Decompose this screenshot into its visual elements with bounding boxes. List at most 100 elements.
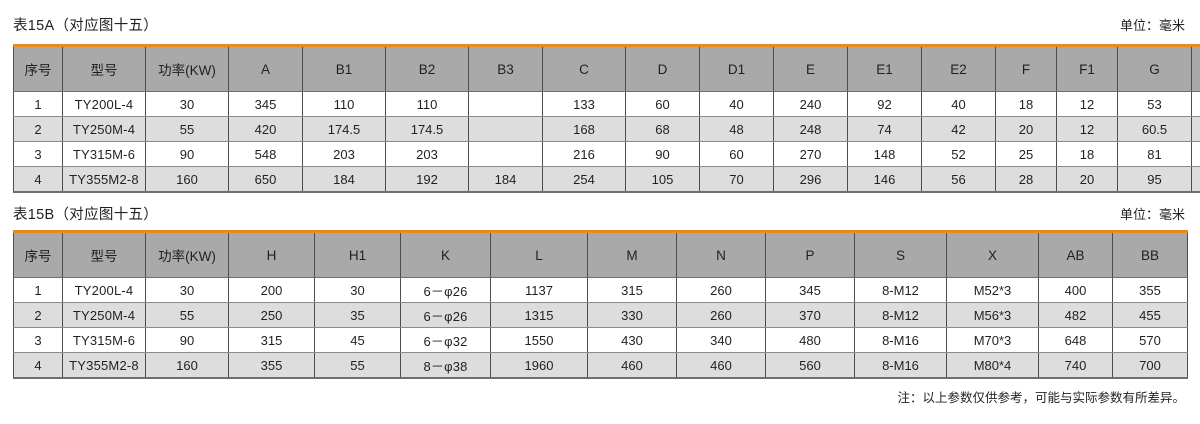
column-header-D: D — [625, 45, 700, 92]
table-b-caption-row: 表15B（对应图十五） 单位：毫米 — [13, 200, 1187, 230]
cell-功率(KW): 160 — [145, 166, 229, 193]
column-header-X: X — [946, 231, 1039, 278]
cell-X: M80*4 — [946, 352, 1039, 379]
cell-X: M52*3 — [946, 277, 1039, 303]
cell-N: 260 — [676, 302, 766, 328]
cell-型号: TY315M-6 — [62, 327, 146, 353]
column-header-B3: B3 — [468, 45, 543, 92]
cell-A: 420 — [228, 116, 303, 142]
cell-AB: 740 — [1038, 352, 1113, 379]
cell-BB: 700 — [1112, 352, 1188, 379]
column-header-序号: 序号 — [13, 45, 63, 92]
column-header-M: M — [587, 231, 677, 278]
cell-BB: 455 — [1112, 302, 1188, 328]
column-header-F: F — [995, 45, 1057, 92]
cell-型号: TY315M-6 — [62, 141, 146, 167]
cell-功率(KW): 55 — [145, 302, 229, 328]
column-header-A: A — [228, 45, 303, 92]
cell-A: 650 — [228, 166, 303, 193]
cell-型号: TY250M-4 — [62, 302, 146, 328]
cell-E: 270 — [773, 141, 848, 167]
cell-S: 8-M16 — [854, 352, 947, 379]
table-row: 4 TY355M2-8 160 355 55 8－φ38 1960 460 460 560 8-M1… — [13, 352, 1188, 379]
column-header-G1: G1 — [1191, 45, 1200, 92]
cell-F1: 12 — [1056, 91, 1118, 117]
cell-M: 430 — [587, 327, 677, 353]
cell-N: 340 — [676, 327, 766, 353]
cell-E2: 40 — [921, 91, 996, 117]
column-header-C: C — [542, 45, 626, 92]
column-header-S: S — [854, 231, 947, 278]
column-header-型号: 型号 — [62, 45, 146, 92]
cell-N: 260 — [676, 277, 766, 303]
cell-B3 — [468, 91, 543, 117]
cell-C: 133 — [542, 91, 626, 117]
cell-L: 1960 — [490, 352, 588, 379]
cell-S: 8-M16 — [854, 327, 947, 353]
column-header-功率(KW): 功率(KW) — [145, 45, 229, 92]
table-row: 2 TY250M-4 55 250 35 6－φ26 1315 330 260 370 8-M12 M… — [13, 302, 1188, 328]
cell-X: M56*3 — [946, 302, 1039, 328]
spec-table-b: 序号 型号 功率(KW) H H1 K L M N P S X AB BB 1 TY200L-4 30 200 3… — [13, 230, 1188, 379]
cell-S: 8-M12 — [854, 302, 947, 328]
cell-BB: 355 — [1112, 277, 1188, 303]
cell-B2: 203 — [385, 141, 469, 167]
cell-型号: TY355M2-8 — [62, 166, 146, 193]
table-b-caption: 表15B（对应图十五） — [13, 207, 159, 223]
cell-D: 105 — [625, 166, 700, 193]
column-header-P: P — [765, 231, 855, 278]
cell-E1: 74 — [847, 116, 922, 142]
cell-E1: 92 — [847, 91, 922, 117]
column-header-F1: F1 — [1056, 45, 1118, 92]
cell-P: 370 — [765, 302, 855, 328]
cell-A: 345 — [228, 91, 303, 117]
cell-E2: 56 — [921, 166, 996, 193]
column-header-BB: BB — [1112, 231, 1188, 278]
table-a-caption-row: 表15A（对应图十五） 单位：毫米 — [13, 0, 1187, 44]
cell-B1: 184 — [302, 166, 386, 193]
footer-note-row: 注：以上参数仅供参考，可能与实际参数有所差异。 — [13, 379, 1187, 413]
cell-型号: TY250M-4 — [62, 116, 146, 142]
cell-P: 345 — [765, 277, 855, 303]
cell-型号: TY355M2-8 — [62, 352, 146, 379]
cell-G: 95 — [1117, 166, 1192, 193]
table-a-body: 1 TY200L-4 30 345 110 110 133 60 40 240 92 40 18 12 53… — [13, 91, 1200, 193]
cell-序号: 1 — [13, 91, 63, 117]
cell-E: 240 — [773, 91, 848, 117]
cell-F: 18 — [995, 91, 1057, 117]
cell-C: 168 — [542, 116, 626, 142]
cell-B1: 203 — [302, 141, 386, 167]
cell-H1: 55 — [314, 352, 401, 379]
cell-E: 296 — [773, 166, 848, 193]
cell-K: 8－φ38 — [400, 352, 491, 379]
cell-B3: 184 — [468, 166, 543, 193]
column-header-序号: 序号 — [13, 231, 63, 278]
column-header-E: E — [773, 45, 848, 92]
cell-型号: TY200L-4 — [62, 91, 146, 117]
cell-A: 548 — [228, 141, 303, 167]
column-header-功率(KW): 功率(KW) — [145, 231, 229, 278]
cell-K: 6－φ32 — [400, 327, 491, 353]
cell-B2: 174.5 — [385, 116, 469, 142]
cell-F1: 20 — [1056, 166, 1118, 193]
cell-E1: 148 — [847, 141, 922, 167]
cell-AB: 648 — [1038, 327, 1113, 353]
cell-功率(KW): 90 — [145, 327, 229, 353]
footer-note: 注：以上参数仅供参考，可能与实际参数有所差异。 — [897, 391, 1185, 405]
cell-E1: 146 — [847, 166, 922, 193]
cell-H1: 45 — [314, 327, 401, 353]
cell-B3 — [468, 116, 543, 142]
cell-L: 1550 — [490, 327, 588, 353]
cell-序号: 2 — [13, 302, 63, 328]
cell-G: 81 — [1117, 141, 1192, 167]
column-header-B2: B2 — [385, 45, 469, 92]
cell-G1: 62.5 — [1191, 166, 1200, 193]
cell-型号: TY200L-4 — [62, 277, 146, 303]
column-header-G: G — [1117, 45, 1192, 92]
cell-BB: 570 — [1112, 327, 1188, 353]
cell-L: 1315 — [490, 302, 588, 328]
cell-F: 28 — [995, 166, 1057, 193]
cell-L: 1137 — [490, 277, 588, 303]
